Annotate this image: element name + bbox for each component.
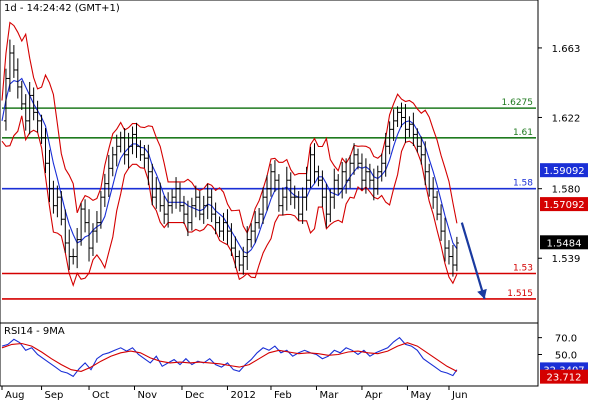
rsi-y-tick-label-0: 70.0 bbox=[555, 334, 577, 345]
y-tick-label-3: 1.663 bbox=[552, 44, 581, 55]
rsi-series-line-0 bbox=[1, 336, 458, 378]
y-axis: 1.539 1.580 1.622 1.663 70.0 50.0 bbox=[538, 44, 580, 362]
rsi-lines bbox=[1, 336, 458, 378]
price-tag-2: 1.5484 bbox=[547, 238, 582, 249]
forecast-arrow-head-0 bbox=[477, 288, 487, 299]
x-tick-label-4: Dec bbox=[185, 390, 204, 400]
rsi-panel-frame bbox=[0, 322, 539, 387]
annotations bbox=[460, 222, 487, 300]
rsi-title: RSI14 - 9MA bbox=[4, 326, 65, 337]
price-tag-1-bg bbox=[540, 197, 588, 212]
x-tick-label-0: Aug bbox=[5, 390, 25, 400]
price-tag-0-bg bbox=[540, 163, 588, 178]
level-label-3: 1.53 bbox=[513, 264, 533, 274]
price-tag-0: 1.59092 bbox=[543, 166, 584, 177]
rsi-series-line-1 bbox=[1, 342, 458, 372]
x-tick-label-7: Mar bbox=[319, 390, 339, 400]
rsi-tag-1-bg bbox=[540, 369, 588, 384]
bollinger-upper-line bbox=[1, 21, 458, 235]
level-label-2: 1.58 bbox=[513, 179, 533, 189]
x-tick-label-6: Feb bbox=[274, 390, 292, 400]
x-tick-label-3: Nov bbox=[138, 390, 158, 400]
bollinger-lower-line bbox=[1, 115, 458, 288]
moving-average-line bbox=[1, 77, 458, 254]
y-tick-label-0: 1.539 bbox=[552, 254, 581, 265]
rsi-y-tick-label-1: 50.0 bbox=[555, 351, 577, 362]
price-tag-2-bg bbox=[540, 235, 588, 250]
price-tag-1: 1.57092 bbox=[543, 200, 584, 211]
y-tick-label-1: 1.580 bbox=[552, 185, 581, 196]
x-axis: Aug Sep Oct Nov Dec 2012 Feb Mar Apr May Jun bbox=[1, 386, 468, 401]
x-tick-label-5: 2012 bbox=[230, 390, 255, 400]
level-label-4: 1.515 bbox=[507, 289, 533, 299]
x-tick-label-1: Sep bbox=[45, 390, 64, 400]
x-tick-label-2: Oct bbox=[92, 390, 109, 400]
x-tick-label-10: Jun bbox=[451, 390, 468, 400]
y-tick-label-2: 1.622 bbox=[552, 113, 581, 124]
x-tick-label-9: May bbox=[410, 390, 431, 400]
bollinger-bands bbox=[1, 21, 458, 288]
level-lines: 1.6275 1.61 1.58 1.53 1.515 bbox=[2, 98, 536, 300]
chart-title: 1d - 14:24:42 (GMT+1) bbox=[4, 3, 120, 14]
price-bars bbox=[3, 39, 459, 277]
rsi-tag-1: 23.712 bbox=[547, 373, 582, 384]
x-tick-label-8: Apr bbox=[365, 390, 383, 400]
forecast-arrow-line-0 bbox=[460, 222, 486, 300]
level-label-0: 1.6275 bbox=[502, 98, 534, 108]
level-label-1: 1.61 bbox=[513, 128, 533, 138]
